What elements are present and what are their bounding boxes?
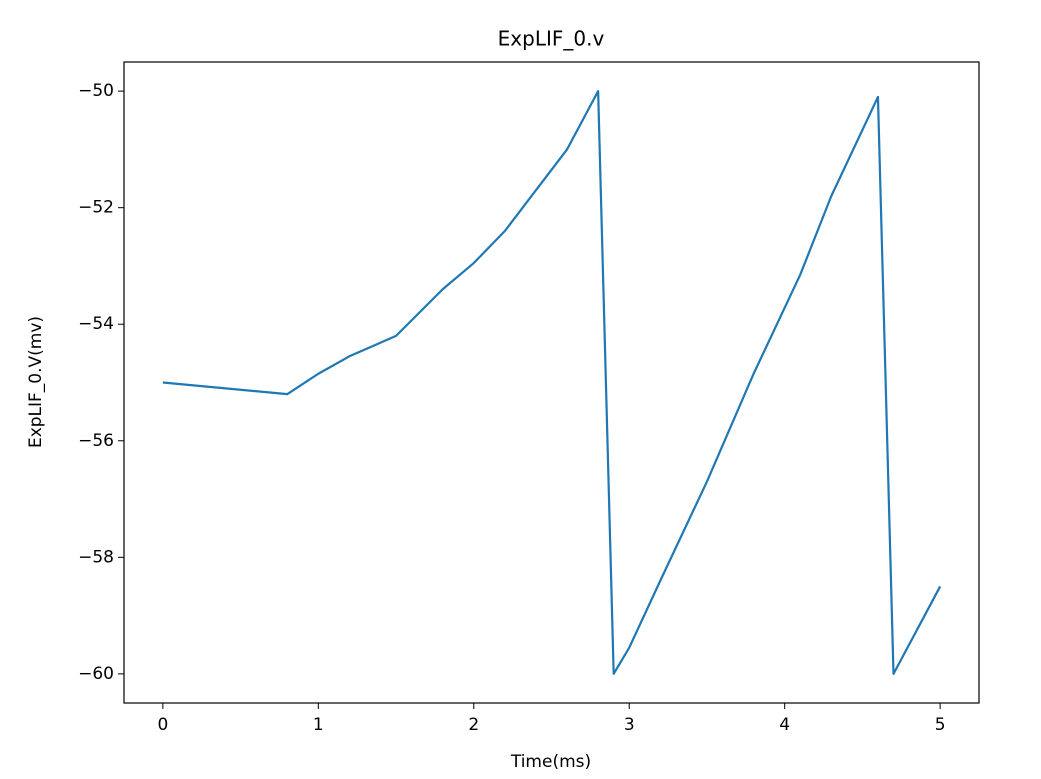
y-tick-label: −58 [78, 547, 114, 567]
y-tick-label: −50 [78, 81, 114, 101]
data-line [162, 90, 942, 675]
y-tick-label: −52 [78, 198, 114, 218]
x-tick-label: 0 [157, 715, 168, 735]
plot-frame [123, 61, 980, 704]
x-tick-label: 5 [935, 715, 946, 735]
y-axis-label: ExpLIF_0.V(mv) [26, 316, 46, 448]
x-tick-label: 1 [313, 715, 324, 735]
x-tick-label: 3 [624, 715, 635, 735]
chart-title: ExpLIF_0.v [498, 27, 605, 51]
x-axis-label: Time(ms) [510, 752, 591, 772]
y-tick-label: −54 [78, 314, 114, 334]
y-tick-label: −60 [78, 664, 114, 684]
x-tick-label: 4 [779, 715, 790, 735]
y-tick-label: −56 [78, 431, 114, 451]
x-tick-label: 2 [468, 715, 479, 735]
